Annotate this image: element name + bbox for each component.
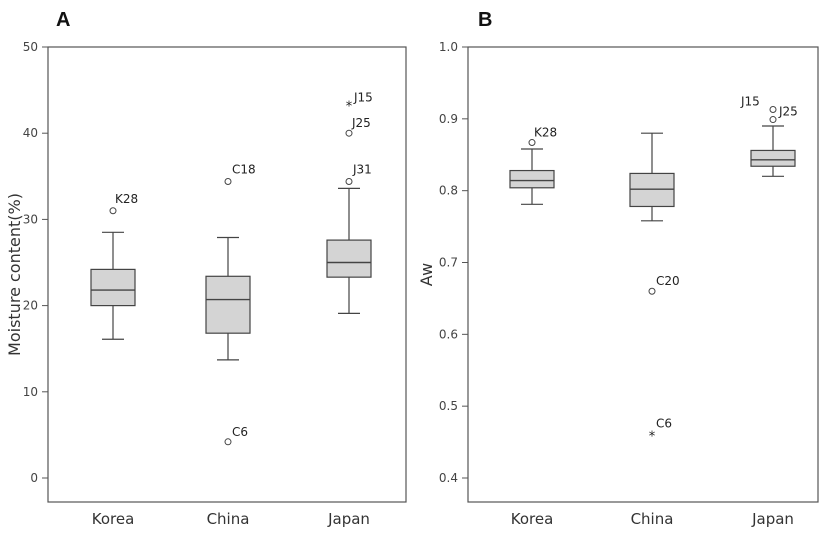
x-category-label: China xyxy=(207,510,250,528)
box-iqr xyxy=(750,149,796,167)
y-tick-label: 0.8 xyxy=(439,184,458,198)
extreme-outlier-marker: * xyxy=(649,430,656,445)
x-category-label: China xyxy=(631,510,674,528)
outlier-marker xyxy=(769,116,777,124)
box-japan: J31 J25*J15 xyxy=(326,91,373,314)
box-iqr xyxy=(205,275,251,334)
box-korea: K28 xyxy=(509,126,557,205)
y-axis-label: Moisture content(%) xyxy=(5,193,24,356)
box-iqr xyxy=(326,239,372,278)
box-china: C20 *C6 xyxy=(629,132,680,445)
outlier-label: K28 xyxy=(115,192,138,206)
outlier-marker xyxy=(224,438,232,446)
y-tick-label: 0.9 xyxy=(439,112,458,126)
y-tick-label: 10 xyxy=(23,385,38,399)
y-tick-label: 50 xyxy=(23,40,38,54)
outlier-label: J25 xyxy=(351,116,371,130)
outlier-label: C18 xyxy=(232,162,256,176)
panel-a-moisture-content: A Moisture content(%) 0 10 20 30 40 50 Korea Chin… xyxy=(5,9,407,528)
y-tick-label: 0.4 xyxy=(439,471,458,485)
panel-letter: A xyxy=(56,9,70,31)
outlier-label: J25 xyxy=(778,105,798,119)
outlier-label: C20 xyxy=(656,274,680,288)
box-iqr xyxy=(509,169,555,189)
outlier-label: J31 xyxy=(352,162,372,176)
x-category-label: Korea xyxy=(92,510,135,528)
outlier-marker xyxy=(648,287,656,295)
outlier-marker xyxy=(109,207,117,215)
y-tick-label: 40 xyxy=(23,126,38,140)
plot-frame xyxy=(467,46,819,503)
y-tick-label: 0 xyxy=(30,471,38,485)
outlier-label: C6 xyxy=(656,417,672,431)
panel-letter: B xyxy=(478,9,492,31)
x-category-label: Japan xyxy=(327,510,370,528)
y-tick-label: 0.7 xyxy=(439,256,458,270)
outlier-marker xyxy=(528,139,536,147)
x-category-label: Japan xyxy=(751,510,794,528)
x-category-label: Korea xyxy=(511,510,554,528)
outlier-label: J15 xyxy=(740,94,760,108)
outlier-marker xyxy=(224,177,232,185)
plot-frame xyxy=(47,46,407,503)
box-china: C18 C6 xyxy=(205,162,256,446)
outlier-label: K28 xyxy=(534,126,557,140)
extreme-outlier-marker: * xyxy=(346,100,353,115)
box-iqr xyxy=(629,172,675,208)
box-japan: J25 J15 xyxy=(740,94,798,177)
y-tick-label: 20 xyxy=(23,299,38,313)
y-axis-label: Aw xyxy=(417,263,436,286)
y-tick-label: 0.6 xyxy=(439,327,458,341)
y-tick-label: 0.5 xyxy=(439,399,458,413)
box-korea: K28 xyxy=(90,192,138,340)
y-tick-label: 1.0 xyxy=(439,40,458,54)
outlier-marker xyxy=(769,105,777,113)
outlier-marker xyxy=(345,177,353,185)
outlier-marker xyxy=(345,129,353,137)
y-tick-label: 30 xyxy=(23,212,38,226)
outlier-label: J15 xyxy=(353,91,373,105)
outlier-label: C6 xyxy=(232,425,248,439)
panel-b-water-activity: B Aw 0.4 0.5 0.6 0.7 0.8 0.9 1.0 Korea China Japan K… xyxy=(417,9,819,528)
box-iqr xyxy=(90,268,136,307)
